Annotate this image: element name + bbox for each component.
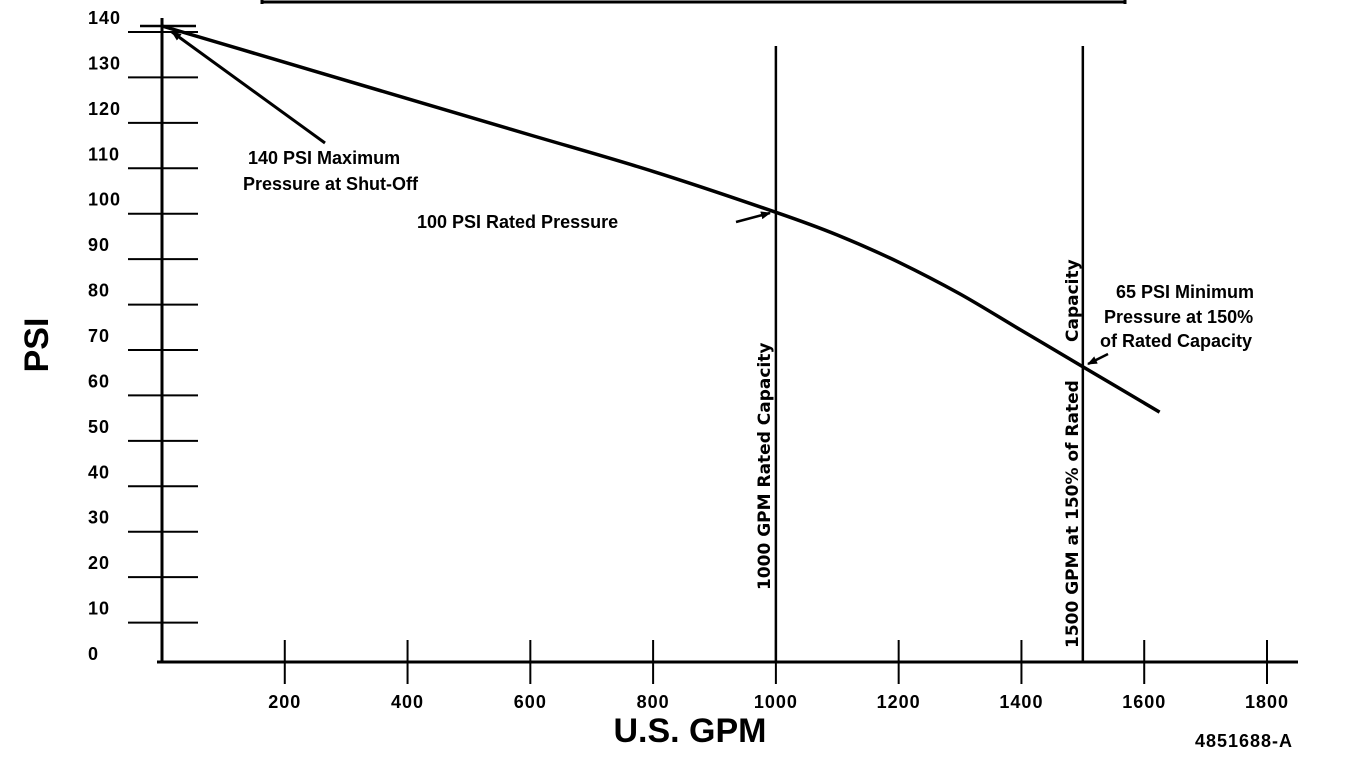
x-tick-label: 800 (637, 692, 670, 712)
y-tick-label: 0 (88, 644, 99, 664)
y-tick-label: 10 (88, 599, 110, 619)
top-table-fragment (260, 0, 1127, 4)
y-tick-label: 20 (88, 553, 110, 573)
y-tick-label: 30 (88, 508, 110, 528)
x-tick-label: 200 (268, 692, 301, 712)
y-tick-label: 130 (88, 53, 121, 73)
annotation-min-pressure: 65 PSI Minimum Pressure at 150% of Rated… (1087, 282, 1254, 366)
y-tick-label: 80 (88, 281, 110, 301)
annotation-rated-pressure-text: 100 PSI Rated Pressure (417, 212, 618, 232)
annotation-min-pressure-line2: Pressure at 150% (1104, 307, 1253, 327)
x-axis-ticks: 200 400 600 800 1000 1200 1400 1600 1800 (268, 640, 1289, 712)
reference-label-1000: 1000 GPM Rated Capacity (755, 343, 775, 591)
x-tick-label: 1200 (877, 692, 921, 712)
figure-code: 4851688-A (1195, 731, 1293, 751)
annotation-max-pressure-line2: Pressure at Shut-Off (243, 174, 419, 194)
annotation-min-pressure-line1: 65 PSI Minimum (1116, 282, 1254, 302)
reference-label-1500-line1: Capacity (1063, 259, 1083, 342)
y-tick-label: 100 (88, 190, 121, 210)
annotation-max-pressure-line1: 140 PSI Maximum (248, 148, 400, 168)
y-axis-ticks: 0 10 20 30 40 50 60 70 80 90 100 110 120 130 140 (88, 8, 198, 664)
x-tick-label: 1400 (999, 692, 1043, 712)
y-axis-title: PSI (18, 318, 56, 373)
x-tick-label: 1000 (754, 692, 798, 712)
annotation-arrow-min-pressure (1087, 352, 1109, 366)
annotation-min-pressure-line3: of Rated Capacity (1100, 331, 1252, 351)
reference-lines (774, 46, 1085, 662)
y-tick-label: 140 (88, 8, 121, 28)
pressure-curve-line (161, 24, 1161, 414)
annotation-arrow-rated-pressure (735, 211, 771, 224)
annotation-rated-pressure: 100 PSI Rated Pressure (417, 211, 771, 232)
y-tick-label: 70 (88, 326, 110, 346)
y-tick-label: 90 (88, 235, 110, 255)
y-tick-label: 120 (88, 99, 121, 119)
y-tick-label: 50 (88, 417, 110, 437)
y-tick-label: 40 (88, 462, 110, 482)
annotation-arrow-max-pressure (171, 30, 326, 145)
x-tick-label: 1600 (1122, 692, 1166, 712)
y-tick-label: 60 (88, 371, 110, 391)
x-tick-label: 1800 (1245, 692, 1289, 712)
x-axis-title: U.S. GPM (613, 712, 766, 750)
annotation-max-pressure: 140 PSI Maximum Pressure at Shut-Off (171, 30, 419, 194)
y-tick-label: 110 (88, 144, 120, 164)
x-tick-label: 600 (514, 692, 547, 712)
reference-label-1500-line2: 1500 GPM at 150% of Rated (1063, 380, 1083, 648)
x-tick-label: 400 (391, 692, 424, 712)
